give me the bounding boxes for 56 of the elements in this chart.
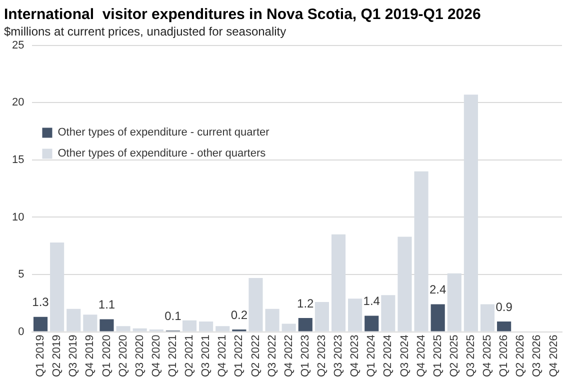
x-tick-label: Q3 2019	[68, 334, 80, 377]
bar	[33, 316, 48, 332]
y-tick-label: 20	[12, 96, 24, 109]
x-tick-label: Q1 2021	[166, 334, 179, 377]
x-tick-label: Q4 2021	[216, 334, 229, 377]
x-tick-label: Q3 2023	[332, 334, 345, 377]
x-tick-label: Q3 2024	[398, 334, 411, 377]
x-tick-label: Q2 2025	[448, 334, 460, 377]
data-label: 1.1	[98, 298, 116, 312]
x-tick-label: Q1 2024	[366, 334, 378, 377]
legend-label: Other types of expenditure - other quarters	[58, 148, 266, 160]
y-tick-label: 0	[18, 326, 24, 338]
x-tick-label: Q2 2020	[117, 334, 130, 377]
y-tick-label: 25	[12, 39, 24, 52]
bar	[497, 321, 512, 332]
data-label: 0.9	[496, 300, 513, 314]
x-tick-label: Q1 2020	[100, 334, 113, 377]
x-tick-label: Q2 2023	[316, 334, 328, 377]
data-label: 1.3	[32, 295, 50, 310]
y-tick-label: 15	[12, 154, 24, 166]
x-tick-label: Q3 2022	[266, 334, 278, 377]
bar	[430, 304, 445, 332]
x-tick-label: Q1 2019	[34, 334, 47, 377]
y-tick-label: 10	[12, 211, 24, 224]
x-tick-label: Q1 2022	[233, 334, 246, 377]
data-label: 2.4	[429, 282, 446, 297]
data-label: 0.2	[230, 308, 248, 322]
x-tick-label: Q3 2026	[531, 334, 544, 377]
x-tick-label: Q1 2026	[498, 334, 510, 377]
data-label: 1.2	[297, 296, 314, 310]
x-tick-label: Q3 2025	[464, 334, 477, 377]
x-tick-label: Q4 2023	[349, 334, 362, 377]
x-tick-label: Q4 2022	[282, 334, 295, 377]
x-tick-label: Q3 2020	[134, 334, 146, 377]
x-tick-label: Q2 2026	[514, 334, 527, 377]
data-label: 0.1	[164, 308, 182, 323]
x-tick-label: Q4 2024	[415, 334, 428, 377]
bar	[298, 318, 312, 332]
x-tick-label: Q2 2019	[51, 334, 64, 377]
x-tick-label: Q4 2025	[482, 334, 494, 377]
x-tick-label: Q2 2021	[184, 334, 196, 377]
chart-title: International visitor expenditures in Nova Scotia, Q1 2019-Q1 2026	[4, 6, 481, 24]
x-tick-label: Q1 2023	[299, 334, 312, 377]
legend-label: Other types of expenditure - current quarter	[58, 126, 270, 139]
chart-subtitle: $millions at current prices, unadjusted for seasonality	[4, 24, 286, 39]
x-tick-label: Q4 2019	[84, 334, 96, 377]
x-tick-label: Q2 2022	[250, 334, 262, 377]
x-tick-label: Q1 2025	[432, 334, 444, 377]
x-tick-label: Q2 2024	[382, 334, 394, 377]
x-tick-label: Q3 2021	[200, 334, 212, 377]
x-tick-label: Q4 2026	[548, 334, 560, 377]
x-tick-label: Q4 2020	[150, 334, 162, 377]
bar	[100, 319, 114, 332]
bar	[364, 316, 379, 332]
data-label: 1.4	[363, 294, 380, 308]
y-tick-label: 5	[18, 268, 24, 281]
